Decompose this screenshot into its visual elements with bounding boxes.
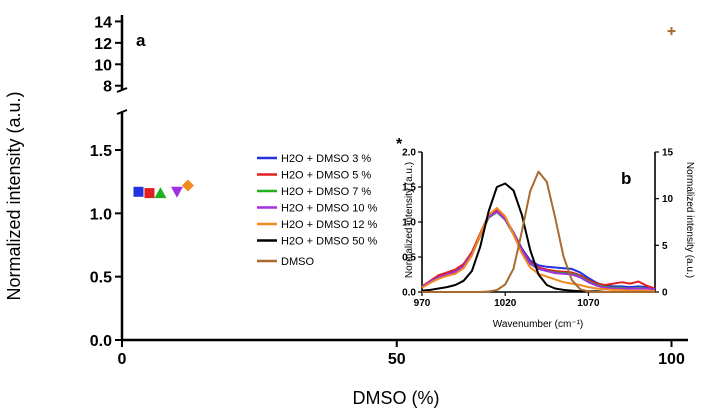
legend-label: H2O + DMSO 3 % xyxy=(281,153,371,165)
legend-label: DMSO xyxy=(281,256,314,268)
inset-y-right-tick-label: 0 xyxy=(662,288,668,299)
y-tick-label: 8 xyxy=(103,79,112,96)
legend-label: H2O + DMSO 50 % xyxy=(281,236,378,248)
y-tick-label: 0.5 xyxy=(90,270,112,287)
inset-series-line xyxy=(421,209,656,290)
legend: H2O + DMSO 3 % H2O + DMSO 5 % H2O + DMSO 7… xyxy=(257,153,378,268)
x-tick-label: 100 xyxy=(658,351,685,368)
data-point xyxy=(667,27,676,36)
inset-y-right-tick-label: 10 xyxy=(662,194,674,205)
inset-series-line xyxy=(421,207,656,293)
y-axis-label: Normalized intensity (a.u.) xyxy=(4,91,24,300)
legend-label: H2O + DMSO 12 % xyxy=(281,219,378,231)
inset-chart: 0.0 0.5 1.0 1.5 2.0 0 5 10 15 970 1020 1070 xyxy=(402,148,673,310)
panel-label-a: a xyxy=(136,31,146,50)
legend-label: H2O + DMSO 7 % xyxy=(281,186,371,198)
inset-y-left-tick-label: 2.0 xyxy=(402,148,416,159)
data-point xyxy=(154,187,167,199)
axis-break-mark xyxy=(116,87,128,93)
legend-label: H2O + DMSO 5 % xyxy=(281,170,371,182)
inset-y-left-tick-label: 0.0 xyxy=(402,288,416,299)
asterisk-mark: * xyxy=(396,136,403,153)
x-axis-label: DMSO (%) xyxy=(353,388,440,408)
y-tick-label: 0.0 xyxy=(90,333,112,350)
data-point xyxy=(181,179,194,192)
y-tick-label: 10 xyxy=(94,57,112,74)
x-tick-label: 50 xyxy=(388,351,406,368)
inset-series-line xyxy=(421,211,656,291)
inset-y-left-tick-label: 1.5 xyxy=(402,183,416,194)
y-tick-label: 1.5 xyxy=(90,143,112,160)
y-tick-label: 14 xyxy=(94,14,112,31)
inset-x-tick-label: 1070 xyxy=(577,298,600,309)
inset-y-right-label: Normalized intensity (a.u.) xyxy=(684,162,695,278)
inset-series-line xyxy=(421,182,655,293)
legend-label: H2O + DMSO 10 % xyxy=(281,203,378,215)
inset-x-tick-label: 970 xyxy=(414,298,431,309)
inset-series-line xyxy=(421,208,656,290)
main-markers xyxy=(133,27,676,199)
inset-y-right-tick-label: 5 xyxy=(662,241,668,252)
data-point xyxy=(144,188,155,199)
panel-label-b: b xyxy=(621,169,631,188)
x-tick-label: 0 xyxy=(118,351,127,368)
data-point xyxy=(133,186,144,197)
y-tick-label: 1.0 xyxy=(90,206,112,223)
data-point xyxy=(170,186,183,198)
inset-y-left-tick-label: 0.5 xyxy=(402,253,416,264)
y-tick-label: 12 xyxy=(94,36,112,53)
inset-x-label: Wavenumber (cm⁻¹) xyxy=(493,319,583,330)
inset-series-line xyxy=(421,210,656,291)
inset-x-tick-label: 1020 xyxy=(494,298,517,309)
axis-break-mark xyxy=(116,109,128,115)
inset-y-left-label: Normalized intensity (a.u.) xyxy=(404,162,415,278)
inset-series-line xyxy=(422,170,655,293)
inset-y-right-tick-label: 15 xyxy=(662,148,674,159)
inset-y-left-tick-label: 1.0 xyxy=(402,218,416,229)
